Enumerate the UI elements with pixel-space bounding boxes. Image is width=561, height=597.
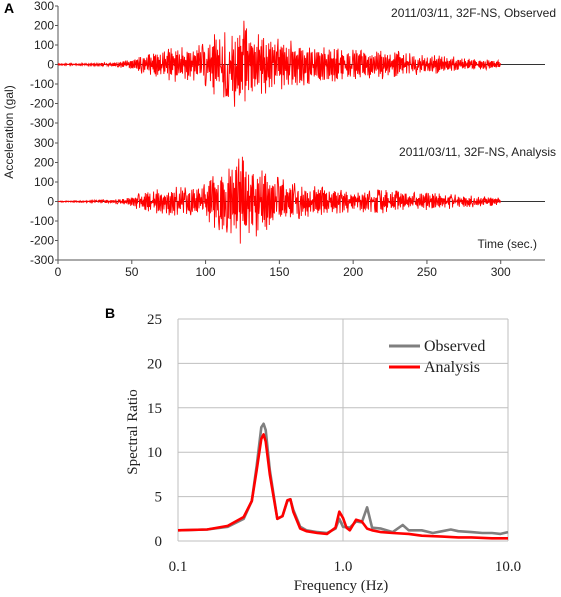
panel-a-xtick-label: 300 [491, 265, 511, 279]
panel-a-annotations: 2011/03/11, 32F-NS, Observed 2011/03/11, … [391, 6, 556, 159]
panel-a-ytick-label: 0 [47, 195, 54, 209]
panel-a-ytick-label: -300 [30, 116, 54, 130]
panel-a-ytick-label: -100 [30, 214, 54, 228]
panel-b-ylabel: Spectral Ratio [125, 389, 141, 474]
panel-a-ytick-label: -200 [30, 97, 54, 111]
panel-a-ytick-label: 0 [47, 58, 54, 72]
panel-a-letter: A [4, 0, 14, 16]
panel-a-xtick-label: 100 [196, 265, 216, 279]
panel-a-ytick-label: -100 [30, 77, 54, 91]
panel-a-ytick-label: -300 [30, 253, 54, 267]
panel-b-ytick-label: 15 [147, 401, 162, 417]
panel-b-ytick-label: 5 [155, 490, 163, 506]
panel-b-line-analysis [177, 433, 508, 540]
panel-a-trace-1 [57, 156, 502, 244]
panel-b-ytick-label: 20 [147, 356, 162, 372]
panel-a-ytick-label: -200 [30, 234, 54, 248]
panel-b-legend: Observed Analysis [389, 338, 485, 376]
panel-b-ticks: 0 5 10 15 20 25 0.1 1.0 10.0 [147, 312, 521, 575]
panel-b-xtick-label: 10.0 [495, 559, 521, 575]
panel-a-ytick-label: 200 [34, 156, 54, 170]
legend-label-observed: Observed [424, 338, 485, 355]
panel-b-ytick-label: 0 [155, 534, 163, 550]
panel-b-grid [177, 318, 509, 542]
panel-b-line-observed [177, 422, 509, 536]
panel-a-xtick-label: 150 [269, 265, 289, 279]
panel-a-ylabel: Acceleration (gal) [2, 85, 16, 178]
panel-a-ytick-label: 300 [34, 136, 54, 150]
panel-b-lines [177, 422, 509, 540]
panel-a-ytick-label: 300 [34, 0, 54, 13]
panel-b-letter: B [105, 305, 115, 321]
panel-a-ticks: 300 200 100 0 -100 -200 -300 300 200 100 0 -100 -200… [30, 0, 545, 279]
panel-a-annotation-0: 2011/03/11, 32F-NS, Observed [391, 6, 556, 20]
panel-a-xtick-label: 50 [125, 265, 139, 279]
panel-b-xlabel: Frequency (Hz) [294, 578, 389, 594]
panel-a-xtick-label: 200 [343, 265, 363, 279]
panel-a-traces [57, 20, 502, 244]
panel-a-ylabel-group: Acceleration (gal) [2, 85, 16, 178]
legend-label-analysis: Analysis [424, 359, 480, 376]
panel-b-ytick-label: 10 [147, 445, 162, 461]
panel-a-trace-0 [57, 20, 502, 107]
panel-b-ytick-label: 25 [147, 312, 162, 328]
panel-a-xtick-label: 250 [417, 265, 437, 279]
panel-b-xtick-label: 0.1 [169, 559, 188, 575]
panel-a-annotation-1: 2011/03/11, 32F-NS, Analysis [399, 145, 556, 159]
panel-a-xtick-label: 0 [55, 265, 62, 279]
panel-a-ytick-label: 200 [34, 19, 54, 33]
panel-a-seismogram: A Acceleration (gal) 300 200 100 0 -100 -200 -… [2, 0, 556, 279]
panel-b-xtick-label: 1.0 [334, 559, 353, 575]
panel-a-xlabel: Time (sec.) [477, 237, 537, 251]
panel-a-ytick-label: 100 [34, 38, 54, 52]
panel-a-ytick-label: 100 [34, 175, 54, 189]
